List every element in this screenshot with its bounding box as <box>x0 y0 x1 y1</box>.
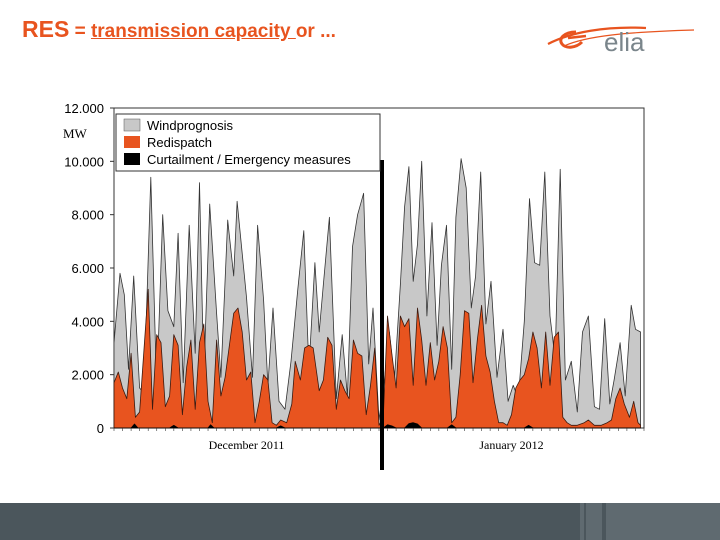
legend-swatch-redispatch <box>124 136 140 148</box>
footer-block-left <box>580 503 584 540</box>
y-tick-label: 10.000 <box>64 154 104 169</box>
x-group-label: December 2011 <box>209 438 285 452</box>
title-suffix: or ... <box>295 21 336 42</box>
elia-logo: elia <box>547 26 695 56</box>
x-group-label: January 2012 <box>479 438 543 452</box>
series-layer <box>113 158 641 429</box>
y-axis: 0 2.000 4.000 6.000 8.000 10.000 12.000 <box>64 101 645 436</box>
legend: Windprognosis Redispatch Curtailment / E… <box>115 113 381 172</box>
footer-bar <box>0 503 720 540</box>
footer-block-right <box>606 503 720 540</box>
legend-swatch-windprognosis <box>123 118 141 132</box>
y-tick-label: 0 <box>97 421 104 436</box>
y-tick-label: 12.000 <box>64 101 104 116</box>
title-link[interactable]: transmission capacity <box>90 21 296 42</box>
title-prefix: RES <box>22 16 70 42</box>
chart: 0 2.000 4.000 6.000 8.000 10.000 12.000 MW Dec… <box>63 101 645 470</box>
series-curtailment-emergency-measures <box>113 422 641 429</box>
footer-block-mid <box>586 503 602 540</box>
y-axis-label: MW <box>63 126 88 141</box>
y-tick-label: 2.000 <box>71 368 104 383</box>
elia-logo-text: elia <box>604 27 645 56</box>
y-tick-label: 4.000 <box>71 314 104 329</box>
page-title: RES = transmission capacity or ... <box>22 16 336 43</box>
series-redispatch <box>113 288 641 429</box>
elia-logo-swoosh-icon <box>547 26 695 49</box>
legend-label-windprognosis: Windprognosis <box>147 118 233 133</box>
legend-label-redispatch: Redispatch <box>147 135 212 150</box>
x-axis-labels: December 2011 January 2012 <box>209 438 544 452</box>
y-tick-label: 8.000 <box>71 208 104 223</box>
legend-box <box>115 113 381 172</box>
y-tick-label: 6.000 <box>71 261 104 276</box>
legend-swatch-curtailment <box>124 153 140 165</box>
title-equals: = <box>69 21 91 42</box>
legend-label-curtailment: Curtailment / Emergency measures <box>147 152 351 167</box>
